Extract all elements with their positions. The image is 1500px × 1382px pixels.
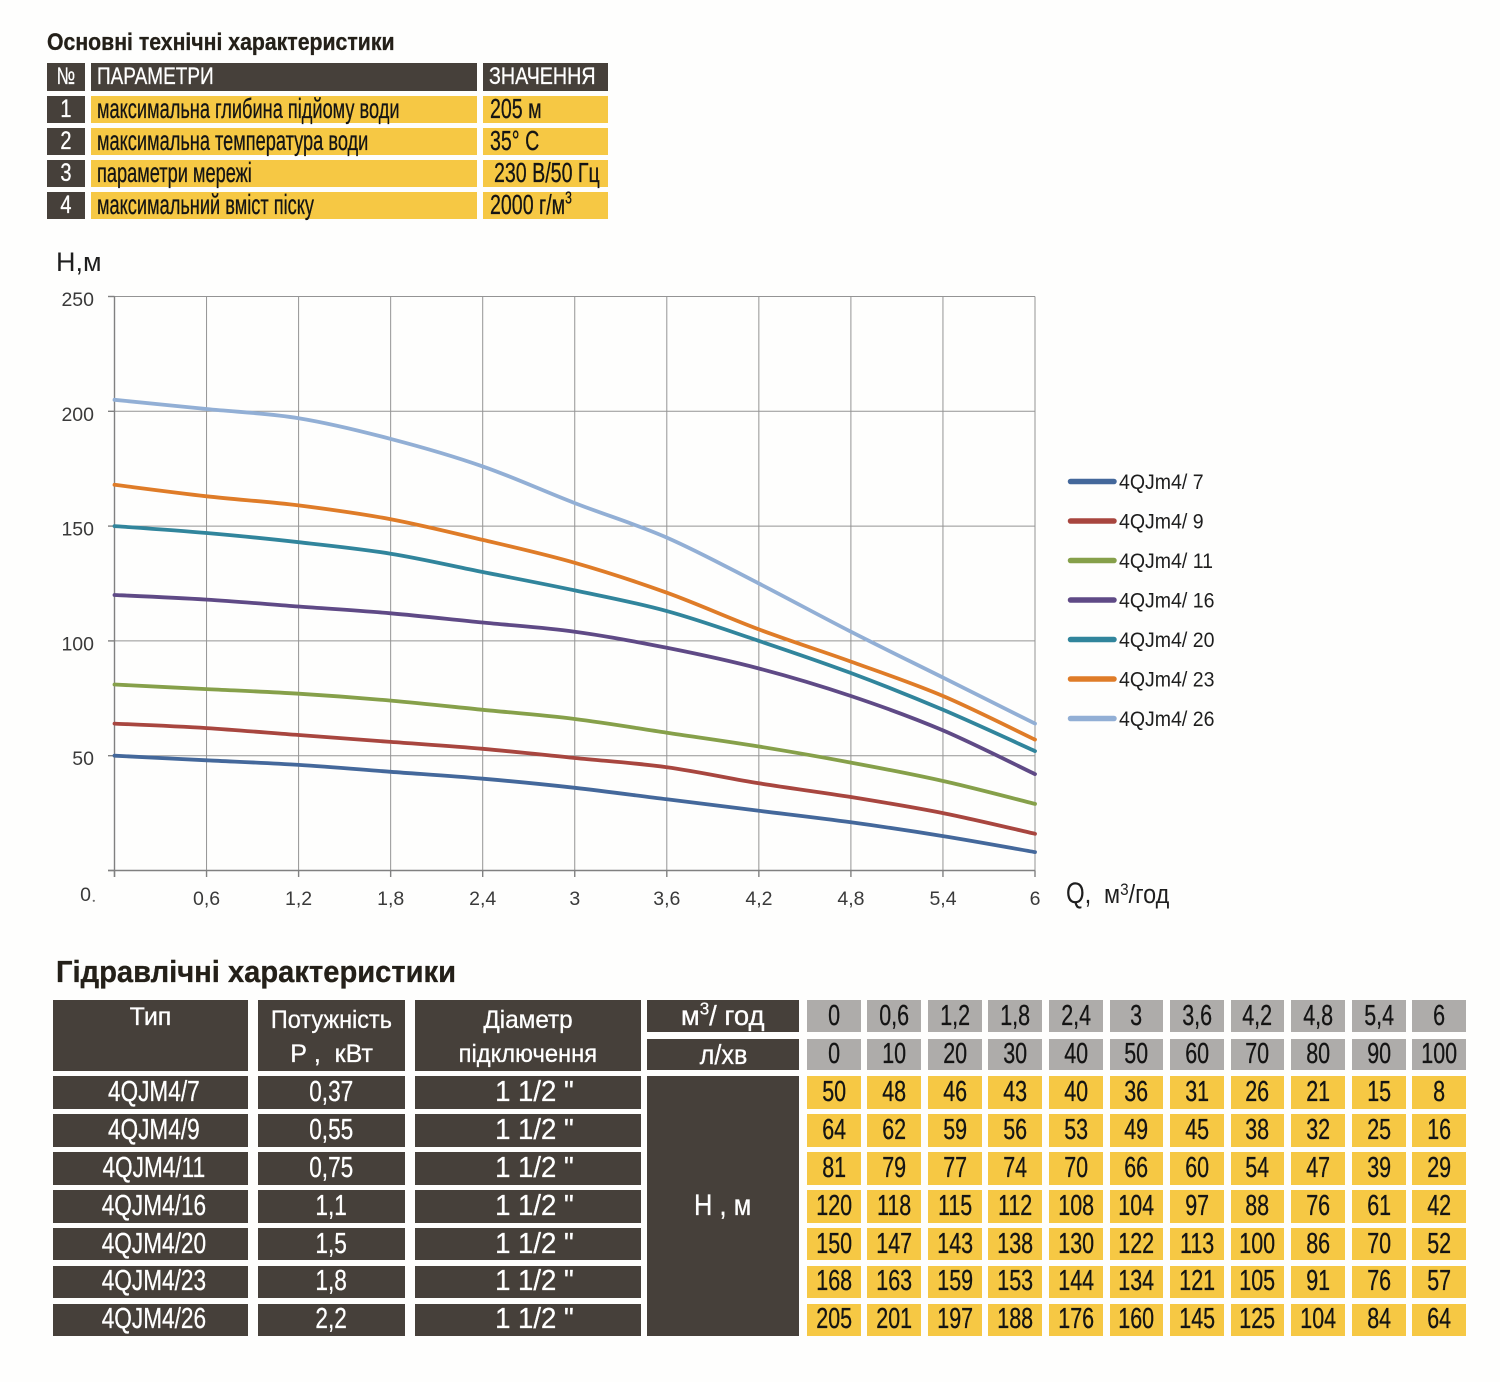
- svg-text:200: 200: [61, 404, 94, 426]
- svg-text:4QJm4/ 9: 4QJm4/ 9: [1119, 511, 1204, 534]
- svg-text:Н,м: Н,м: [56, 247, 102, 277]
- svg-text:3: 3: [569, 888, 580, 910]
- svg-text:4QJm4/ 23: 4QJm4/ 23: [1119, 669, 1214, 692]
- svg-text:4QJm4/ 11: 4QJm4/ 11: [1119, 550, 1213, 573]
- svg-text:2,4: 2,4: [469, 888, 496, 910]
- svg-text:5,4: 5,4: [929, 888, 956, 910]
- svg-text:6: 6: [1030, 888, 1041, 910]
- svg-text:3,6: 3,6: [653, 888, 680, 910]
- svg-text:0,6: 0,6: [193, 888, 220, 910]
- svg-text:4QJm4/ 20: 4QJm4/ 20: [1119, 629, 1214, 652]
- svg-text:100: 100: [61, 633, 94, 655]
- svg-text:4QJm4/ 26: 4QJm4/ 26: [1119, 708, 1214, 731]
- svg-text:4,8: 4,8: [837, 888, 864, 910]
- svg-text:4,2: 4,2: [745, 888, 772, 910]
- svg-text:м3/год: м3/год: [1104, 880, 1169, 909]
- svg-text:250: 250: [61, 289, 94, 311]
- svg-text:0: 0: [80, 884, 91, 906]
- svg-text:4QJm4/ 16: 4QJm4/ 16: [1119, 590, 1214, 613]
- svg-text:150: 150: [61, 519, 94, 541]
- svg-text:4QJm4/ 7: 4QJm4/ 7: [1119, 471, 1204, 494]
- svg-text:1,8: 1,8: [377, 888, 404, 910]
- svg-text:Q,: Q,: [1066, 875, 1091, 909]
- svg-text:50: 50: [72, 748, 94, 770]
- svg-text:1,2: 1,2: [285, 888, 312, 910]
